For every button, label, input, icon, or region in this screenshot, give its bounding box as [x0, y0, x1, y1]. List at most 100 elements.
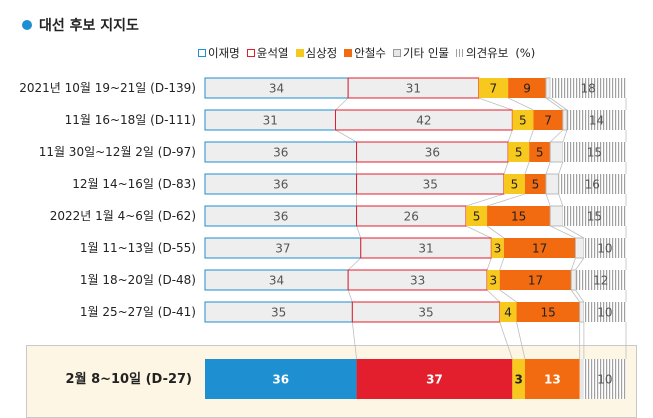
bar-value-r7-s0: 35: [271, 306, 286, 320]
bar-segment-r6-s2: [487, 270, 500, 290]
bar-value-r8-s2: 3: [514, 373, 522, 387]
bar-segment-r0-s5: [550, 78, 626, 98]
connector-r0-s1: [478, 97, 513, 111]
connector-r1-s0: [335, 129, 357, 143]
bar-segment-r7-s2: [499, 302, 517, 322]
connector-r6-s2: [499, 289, 517, 303]
row-label-0: 2021년 10월 19~21일 (D-139): [19, 81, 196, 95]
chart-title: 대선 후보 지지도: [39, 18, 139, 34]
chart-legend: 이재명 윤석열 심상정 안철수 기타 인물 의견유보 (%): [198, 44, 535, 62]
bar-value-r2-s3: 5: [536, 146, 544, 160]
legend-label-2: 심상정: [305, 46, 338, 60]
connector-r4-s4: [562, 225, 585, 239]
legend-swatch-4: [393, 49, 401, 57]
bar-value-r8-s1: 37: [426, 373, 443, 387]
connector-r1-s3: [549, 129, 564, 143]
bar-segment-r3-s4: [545, 173, 560, 195]
bar-value-r8-s5: 10: [597, 373, 612, 387]
bar-value-r4-s2: 5: [473, 210, 481, 224]
bar-value-r5-s0: 37: [275, 242, 290, 256]
connector-lines: [335, 97, 627, 360]
bar-segment-r2-s4: [549, 141, 564, 163]
bar-value-r7-s3: 15: [540, 306, 555, 320]
connector-r3-s2: [486, 193, 526, 207]
bar-value-r6-s1: 33: [410, 274, 425, 288]
legend-item-4: 기타 인물: [393, 45, 449, 61]
bar-value-r1-s0: 31: [263, 114, 278, 128]
row-label-1: 11월 16~18일 (D-111): [65, 113, 196, 127]
bar-value-r2-s0: 36: [273, 146, 288, 160]
bar-segment-r1-s3: [533, 110, 563, 130]
connector-r2-s2: [524, 161, 530, 175]
connector-r7-s1: [499, 321, 513, 360]
row-label-2: 11월 30일~12월 2일 (D-97): [39, 145, 196, 159]
bar-value-r8-s0: 36: [272, 373, 289, 387]
bar-value-r3-s1: 35: [423, 178, 438, 192]
bar-value-r1-s2: 5: [519, 114, 527, 128]
bar-segment-r5-s4: [574, 237, 585, 259]
bar-value-r4-s5: 15: [587, 210, 602, 224]
connector-r4-s0: [356, 225, 362, 239]
bar-segment-r0-s3: [508, 78, 547, 98]
row-label-4: 2022년 1월 4~6일 (D-62): [50, 209, 196, 223]
bar-value-r3-s2: 5: [511, 178, 519, 192]
bar-value-r0-s5: 18: [580, 82, 595, 96]
connector-r0-s0: [335, 97, 349, 111]
legend-label-4: 기타 인물: [403, 46, 449, 60]
bar-segment-r8-s5: [583, 359, 626, 399]
legend-item-3: 안철수: [344, 45, 386, 61]
title-bullet-icon: [22, 20, 32, 30]
bar-segment-r6-s4: [570, 269, 576, 291]
connector-r5-s2: [499, 257, 505, 271]
bar-segment-r7-s4: [579, 301, 585, 323]
bar-value-r5-s5: 10: [597, 242, 612, 256]
bar-segment-r8-s1: [356, 359, 513, 399]
bar-segment-r4-s4: [549, 205, 564, 227]
bar-value-r6-s0: 34: [269, 274, 284, 288]
bar-segment-r1-s4: [562, 109, 568, 131]
bar-value-r0-s3: 9: [523, 82, 531, 96]
connector-r4-s1: [465, 225, 492, 239]
bar-segment-r1-s2: [512, 110, 534, 130]
bar-value-r6-s5: 12: [593, 274, 608, 288]
bar-segment-r3-s5: [558, 174, 626, 194]
bar-segment-r0-s4: [545, 77, 551, 99]
bar-segment-r4-s3: [487, 206, 551, 226]
legend-swatch-0: [198, 49, 206, 57]
bar-segment-r8-s2: [512, 359, 525, 399]
bar-segment-r2-s2: [508, 142, 530, 162]
connector-r5-s4: [575, 257, 585, 271]
bar-segment-r5-s5: [583, 238, 626, 258]
row-label-6: 1월 18~20일 (D-48): [80, 273, 196, 287]
connector-r1-s4: [562, 129, 568, 143]
legend-item-0: 이재명: [198, 45, 240, 61]
bar-value-r4-s1: 26: [404, 210, 419, 224]
row-label-3: 12월 14~16일 (D-83): [72, 177, 196, 191]
connector-r5-s0: [347, 257, 362, 271]
bar-value-r5-s2: 3: [494, 242, 502, 256]
bar-segment-r4-s2: [466, 206, 488, 226]
bar-segment-r8-s4: [579, 359, 584, 399]
bar-value-r7-s1: 35: [418, 306, 433, 320]
legend-item-1: 윤석열: [246, 45, 289, 61]
bar-value-r1-s3: 7: [544, 114, 552, 128]
connector-r2-s1: [503, 161, 509, 175]
bar-value-r7-s2: 4: [504, 306, 512, 320]
row-label-5: 1월 11~13일 (D-55): [80, 241, 196, 255]
connector-r6-s3: [570, 289, 581, 303]
bar-segment-r7-s3: [516, 302, 580, 322]
bar-segment-r2-s3: [529, 142, 551, 162]
legend-label-0: 이재명: [208, 46, 240, 60]
connector-r6-s4: [575, 289, 585, 303]
bar-value-r6-s2: 3: [490, 274, 498, 288]
bar-value-r5-s1: 31: [418, 242, 433, 256]
bar-value-r4-s3: 15: [511, 210, 526, 224]
bar-value-r1-s1: 42: [416, 114, 431, 128]
bar-segment-r5-s1: [360, 237, 492, 259]
bar-segment-r5-s3: [503, 238, 576, 258]
bar-segment-r4-s5: [562, 206, 626, 226]
bar-segment-r3-s3: [524, 174, 547, 194]
bar-value-r2-s2: 5: [515, 146, 523, 160]
connector-r6-s0: [347, 289, 353, 303]
connector-r6-s1: [486, 289, 500, 303]
